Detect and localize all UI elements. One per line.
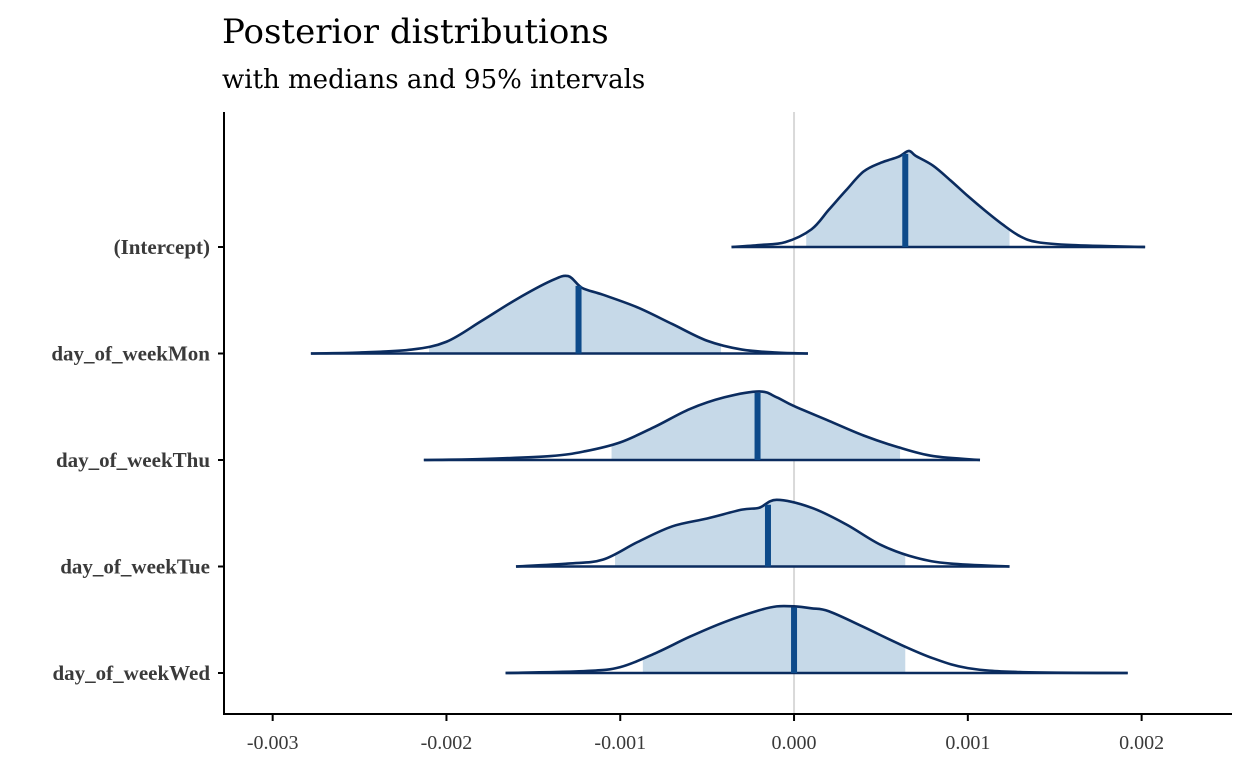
series-day_of_weekwed xyxy=(505,604,1128,675)
x-tick-label: 0.002 xyxy=(1119,732,1164,754)
y-tick-label: (Intercept) xyxy=(114,235,210,259)
x-axis: -0.003 -0.002 -0.001 0.000 0.001 0.002 xyxy=(223,713,1232,754)
density-curve xyxy=(515,498,1010,568)
series-day_of_weektue xyxy=(515,498,1010,568)
x-tick-label: -0.001 xyxy=(594,732,646,754)
series-day_of_weekthu xyxy=(423,390,981,462)
chart-title: Posterior distributions xyxy=(222,12,609,52)
chart-subtitle: with medians and 95% intervals xyxy=(222,65,645,95)
density-curve xyxy=(423,390,981,462)
density-curve xyxy=(731,149,1146,249)
y-axis: (Intercept) day_of_weekMon day_of_weekThud… xyxy=(51,112,225,715)
x-tick-label: 0.001 xyxy=(945,732,990,754)
y-tick-label: day_of_weekMon xyxy=(51,342,210,366)
density-curve xyxy=(310,274,808,355)
series-day_of_weekmon xyxy=(310,274,808,355)
y-tick-label: day_of_weekTue xyxy=(60,555,210,579)
x-tick-label: -0.002 xyxy=(421,732,473,754)
series-intercept xyxy=(731,149,1146,249)
interval-95-area xyxy=(642,606,906,673)
interval-95-area xyxy=(429,276,722,354)
y-tick-label: day_of_weekWed xyxy=(53,661,211,685)
y-tick-label: day_of_weekThu xyxy=(56,448,210,472)
interval-95-area xyxy=(615,500,906,567)
x-tick-label: -0.003 xyxy=(247,732,299,754)
density-curve xyxy=(505,604,1128,675)
plot-area xyxy=(310,112,1146,714)
x-tick-label: 0.000 xyxy=(772,732,817,754)
